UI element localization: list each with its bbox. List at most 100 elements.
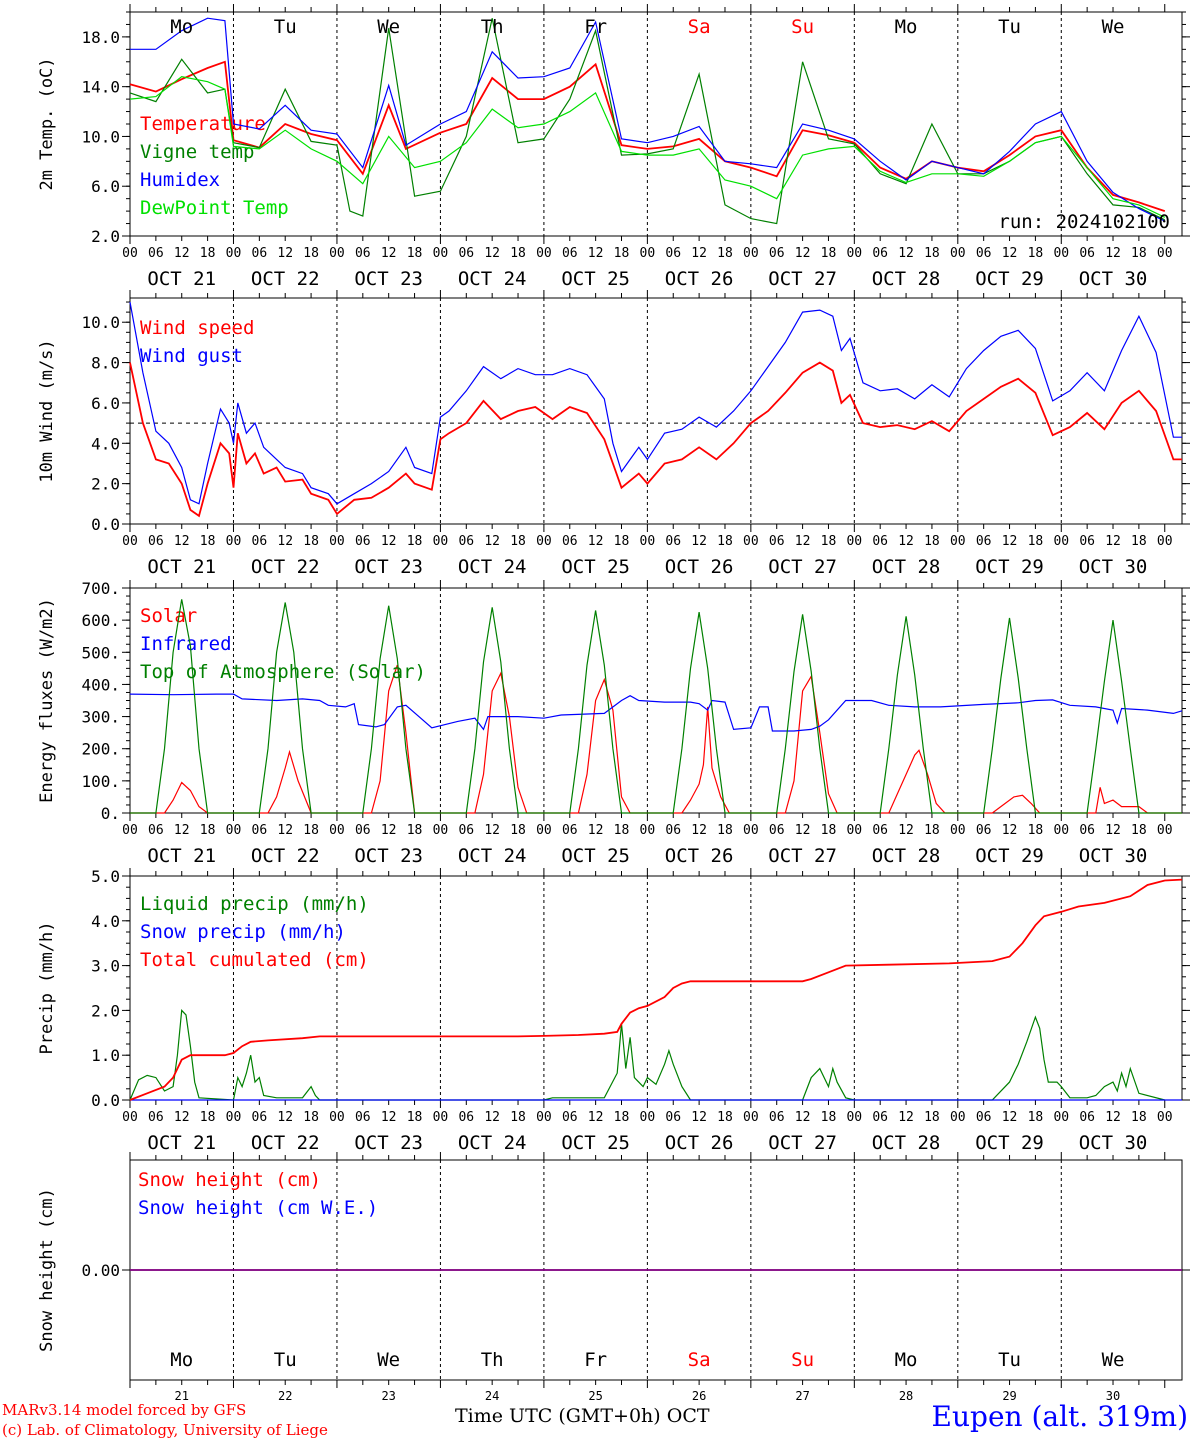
hour-tick-label: 00 bbox=[122, 823, 138, 838]
hour-tick-label: 00 bbox=[640, 1110, 656, 1125]
hour-tick-label: 00 bbox=[122, 534, 138, 549]
hour-tick-label: 12 bbox=[1105, 823, 1121, 838]
hour-tick-label: 18 bbox=[510, 534, 526, 549]
date-label: OCT 24 bbox=[458, 845, 527, 867]
hour-tick-label: 18 bbox=[614, 823, 630, 838]
y-tick-label: 5.0 bbox=[91, 867, 120, 886]
day-number-label: 25 bbox=[588, 1389, 602, 1403]
series-line-solar bbox=[130, 664, 1182, 814]
hour-tick-label: 12 bbox=[277, 534, 293, 549]
hour-tick-label: 00 bbox=[1157, 1110, 1173, 1125]
hour-tick-label: 06 bbox=[1079, 1110, 1095, 1125]
hour-tick-label: 18 bbox=[1131, 534, 1147, 549]
y-axis-label: Snow height (cm) bbox=[37, 1188, 57, 1352]
date-label: OCT 21 bbox=[147, 1132, 216, 1154]
hour-tick-label: 06 bbox=[665, 246, 681, 261]
hour-tick-label: 18 bbox=[614, 246, 630, 261]
hour-tick-label: 06 bbox=[769, 534, 785, 549]
legend-entry: Snow height (cm W.E.) bbox=[138, 1197, 378, 1219]
hour-tick-label: 00 bbox=[329, 1110, 345, 1125]
panel-5: 0.00 Snow height (cm) Snow height (cm) Snow… bbox=[37, 1152, 1190, 1403]
hour-tick-label: 18 bbox=[614, 1110, 630, 1125]
hour-tick-label: 06 bbox=[562, 534, 578, 549]
y-tick-label: 2.0 bbox=[91, 475, 120, 494]
legend-entry: Wind speed bbox=[140, 317, 254, 339]
model-credit: MARv3.14 model forced by GFS (c) Lab. of… bbox=[2, 1400, 328, 1440]
hour-tick-label: 18 bbox=[1028, 534, 1044, 549]
weekday-label: Th bbox=[481, 1349, 504, 1371]
date-label: OCT 26 bbox=[665, 1132, 734, 1154]
series-line-top-of-atmosphere-solar- bbox=[130, 599, 1182, 814]
hour-tick-label: 18 bbox=[1131, 1110, 1147, 1125]
y-tick-label: 4.0 bbox=[91, 912, 120, 931]
hour-tick-label: 18 bbox=[1028, 823, 1044, 838]
hour-tick-label: 18 bbox=[1028, 1110, 1044, 1125]
y-tick-label: 600. bbox=[81, 611, 120, 630]
hour-tick-label: 06 bbox=[665, 1110, 681, 1125]
weekday-label: We bbox=[1102, 1349, 1125, 1371]
hour-tick-label: 06 bbox=[769, 1110, 785, 1125]
hour-tick-label: 00 bbox=[226, 1110, 242, 1125]
hour-tick-label: 12 bbox=[1105, 534, 1121, 549]
hour-tick-label: 18 bbox=[717, 823, 733, 838]
copyright-line: (c) Lab. of Climatology, University of L… bbox=[2, 1421, 328, 1439]
y-tick-label: 300. bbox=[81, 708, 120, 727]
date-label: OCT 24 bbox=[458, 556, 527, 578]
hour-tick-label: 00 bbox=[433, 1110, 449, 1125]
y-tick-label: 700. bbox=[81, 579, 120, 598]
y-tick-label: 0.0 bbox=[91, 1091, 120, 1110]
hour-tick-label: 18 bbox=[821, 1110, 837, 1125]
hour-tick-label: 12 bbox=[381, 823, 397, 838]
date-label: OCT 22 bbox=[251, 268, 320, 290]
hour-tick-label: 18 bbox=[924, 823, 940, 838]
x-axis-label: Time UTC (GMT+0h) OCT bbox=[455, 1405, 710, 1427]
date-label: OCT 23 bbox=[354, 845, 423, 867]
weekday-label: We bbox=[1102, 16, 1125, 38]
hour-tick-label: 18 bbox=[924, 534, 940, 549]
hour-tick-label: 12 bbox=[588, 1110, 604, 1125]
weekday-label: Fr bbox=[584, 1349, 607, 1371]
hour-tick-label: 06 bbox=[252, 823, 268, 838]
y-tick-label: 18.0 bbox=[81, 28, 120, 47]
hour-tick-label: 00 bbox=[1053, 246, 1069, 261]
y-tick-label: 0.0 bbox=[91, 515, 120, 534]
hour-tick-label: 18 bbox=[717, 534, 733, 549]
weekday-label: Mo bbox=[895, 1349, 918, 1371]
legend-entry: Infrared bbox=[140, 633, 232, 655]
hour-tick-label: 06 bbox=[976, 534, 992, 549]
hour-tick-label: 00 bbox=[329, 534, 345, 549]
hour-tick-label: 12 bbox=[1105, 246, 1121, 261]
hour-tick-label: 06 bbox=[1079, 534, 1095, 549]
hour-tick-label: 18 bbox=[510, 823, 526, 838]
legend-entry: Snow height (cm) bbox=[138, 1169, 321, 1191]
hour-tick-label: 06 bbox=[458, 1110, 474, 1125]
hour-tick-label: 18 bbox=[821, 534, 837, 549]
series-line-total-cumulated-cm- bbox=[129, 878, 1183, 1101]
hour-tick-label: 00 bbox=[950, 1110, 966, 1125]
date-label: OCT 30 bbox=[1079, 1132, 1148, 1154]
hour-tick-label: 06 bbox=[872, 534, 888, 549]
hour-tick-label: 06 bbox=[148, 246, 164, 261]
weekday-label: Mo bbox=[895, 16, 918, 38]
hour-tick-label: 12 bbox=[484, 534, 500, 549]
date-label: OCT 27 bbox=[768, 556, 837, 578]
y-tick-label: 2.0 bbox=[91, 1001, 120, 1020]
hour-tick-label: 18 bbox=[200, 823, 216, 838]
hour-tick-label: 12 bbox=[174, 246, 190, 261]
hour-tick-label: 12 bbox=[795, 823, 811, 838]
y-tick-label: 6.0 bbox=[91, 177, 120, 196]
weekday-label: We bbox=[377, 1349, 400, 1371]
weekday-label: Tu bbox=[274, 1349, 297, 1371]
hour-tick-label: 06 bbox=[665, 534, 681, 549]
day-number-label: 23 bbox=[381, 1389, 395, 1403]
y-axis-label: 10m Wind (m/s) bbox=[37, 339, 57, 482]
weekday-label: Su bbox=[791, 1349, 814, 1371]
date-label: OCT 26 bbox=[665, 268, 734, 290]
weekday-label: Tu bbox=[998, 1349, 1021, 1371]
date-label: OCT 28 bbox=[872, 845, 941, 867]
hour-tick-label: 06 bbox=[976, 246, 992, 261]
legend-entry: Temperature bbox=[140, 113, 266, 135]
date-label: OCT 25 bbox=[561, 1132, 630, 1154]
